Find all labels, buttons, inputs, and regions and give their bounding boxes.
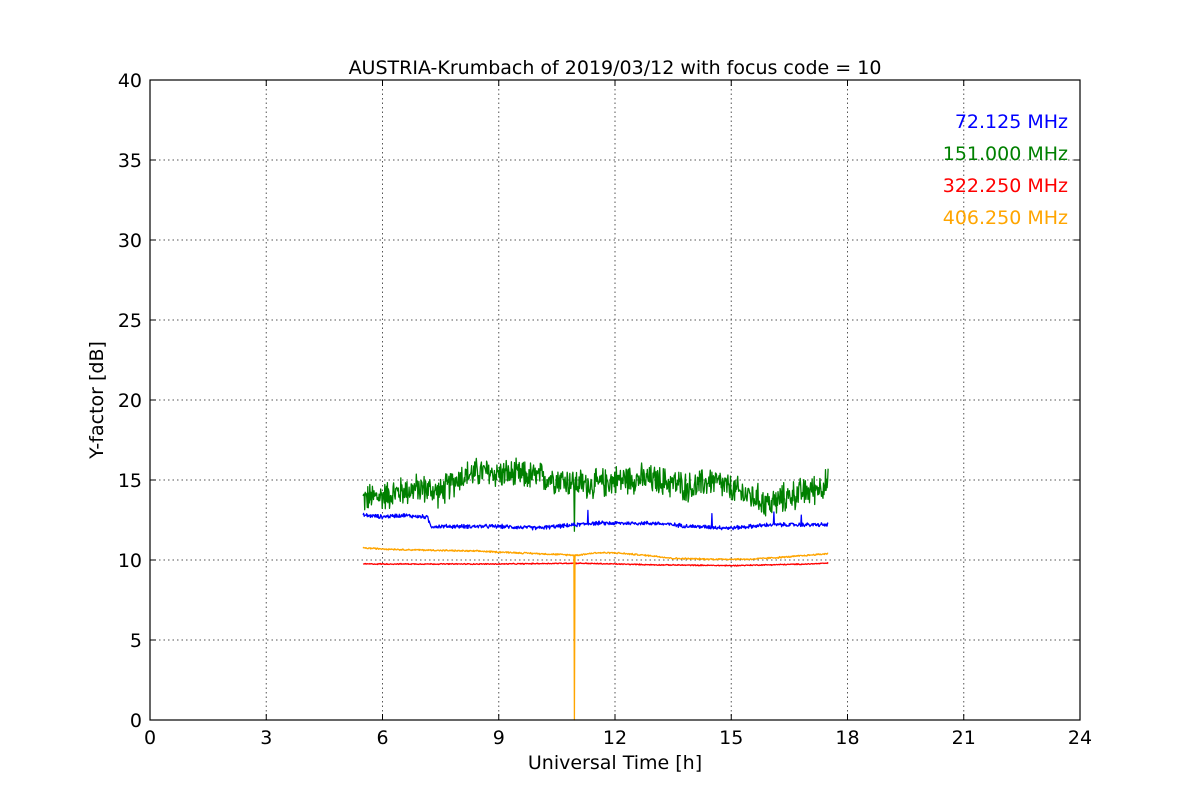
series-layer (362, 457, 829, 721)
x-tick-label: 18 (835, 727, 859, 749)
y-tick-label: 10 (118, 550, 142, 572)
y-tick-label: 30 (118, 230, 142, 252)
series-line-3 (362, 546, 829, 721)
y-tick-label: 20 (118, 390, 142, 412)
legend-entry: 151.000 MHz (943, 143, 1068, 165)
x-tick-label: 12 (603, 727, 627, 749)
y-tick-label: 35 (118, 150, 142, 172)
y-tick-label: 5 (130, 630, 142, 652)
series-line-1 (362, 457, 829, 532)
y-axis-label: Y-factor [dB] (86, 341, 108, 460)
ticks: 0 3 6 9 12 15 18 21 24 0 5 10 15 20 25 30 35 40 (118, 70, 1092, 749)
y-tick-label: 15 (118, 470, 142, 492)
x-axis-label: Universal Time [h] (528, 752, 702, 774)
y-tick-label: 25 (118, 310, 142, 332)
legend: 72.125 MHz 151.000 MHz 322.250 MHz 406.250 … (943, 111, 1068, 229)
x-tick-label: 24 (1068, 727, 1092, 749)
grid (150, 80, 1080, 720)
y-tick-label: 0 (130, 710, 142, 732)
legend-entry: 72.125 MHz (955, 111, 1068, 133)
x-tick-label: 21 (952, 727, 976, 749)
x-tick-label: 3 (260, 727, 272, 749)
x-tick-label: 6 (376, 727, 388, 749)
series-line-2 (362, 562, 829, 567)
x-tick-label: 9 (493, 727, 505, 749)
y-tick-label: 40 (118, 70, 142, 92)
x-tick-label: 15 (719, 727, 743, 749)
legend-entry: 322.250 MHz (943, 175, 1068, 197)
x-tick-label: 0 (144, 727, 156, 749)
legend-entry: 406.250 MHz (943, 207, 1068, 229)
chart-title: AUSTRIA-Krumbach of 2019/03/12 with focu… (349, 57, 882, 79)
series-line-0 (362, 509, 829, 531)
